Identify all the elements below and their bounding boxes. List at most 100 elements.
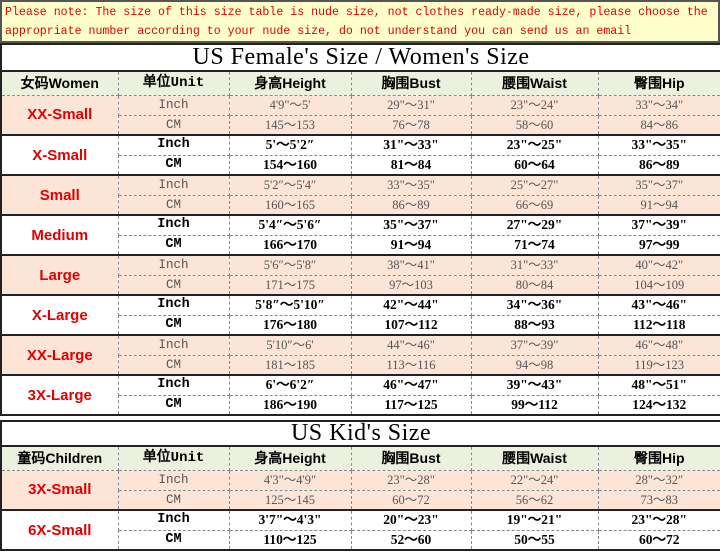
cell-hip: 104～109 <box>597 274 720 296</box>
cell-height: 5'～5'2″ <box>228 134 352 156</box>
table-row: CM 110～125 52～60 50～55 60～72 <box>1 529 720 551</box>
cell-bust: 91～94 <box>350 234 472 256</box>
cell-unit: CM <box>117 529 230 551</box>
cell-waist: 25"～27" <box>470 174 599 196</box>
kids-table-title: US Kid's Size <box>0 420 720 447</box>
cell-waist: 50～55 <box>470 529 599 551</box>
header-waist: 腰围Waist <box>470 70 599 96</box>
cell-waist: 39"～43" <box>470 374 599 396</box>
size-label: Large <box>0 254 119 296</box>
cell-hip: 33"～35" <box>597 134 720 156</box>
cell-bust: 35"～37" <box>350 214 472 236</box>
cell-unit: CM <box>117 274 230 296</box>
header-hip: 臀围Hip <box>597 70 720 96</box>
table-row: Medium Inch 5'4″～5'6″ 35"～37" 27"～29" 37"～39" <box>0 214 720 256</box>
women-table-title: US Female's Size / Women's Size <box>0 43 720 72</box>
cell-bust: 52～60 <box>350 529 472 551</box>
header-bust: 胸围Bust <box>350 70 472 96</box>
cell-height: 6'～6'2″ <box>228 374 352 396</box>
size-label: 6X-Small <box>0 509 119 551</box>
cell-unit: CM <box>117 394 230 416</box>
cell-waist: 58～60 <box>470 114 599 136</box>
cell-waist: 66～69 <box>470 194 599 216</box>
cell-height: 154～160 <box>228 154 352 176</box>
cell-height: 5'6″～5'8″ <box>228 254 352 276</box>
size-note: Please note: The size of this size table… <box>0 0 720 43</box>
cell-bust: 81～84 <box>350 154 472 176</box>
cell-waist: 60～64 <box>470 154 599 176</box>
cell-bust: 113～116 <box>350 354 472 376</box>
table-row: 3X-Large Inch 6'～6'2″ 46"～47" 39"～43" 48"～51" <box>0 374 720 416</box>
cell-hip: 23"～28" <box>597 509 720 531</box>
cell-height: 4'3"～4'9" <box>228 469 352 491</box>
cell-waist: 99～112 <box>470 394 599 416</box>
cell-waist: 88～93 <box>470 314 599 336</box>
cell-waist: 56～62 <box>470 489 599 511</box>
cell-height: 186～190 <box>228 394 352 416</box>
cell-waist: 94～98 <box>470 354 599 376</box>
cell-waist: 27"～29" <box>470 214 599 236</box>
table-row: XX-Small Inch 4'9"～5' 29"～31" 23"～24" 33"～34" <box>0 94 720 136</box>
cell-waist: 37"～39" <box>470 334 599 356</box>
table-row: CM 176～180 107～112 88～93 112～118 <box>1 314 720 336</box>
cell-waist: 23"～24" <box>470 94 599 116</box>
size-label: X-Large <box>0 294 119 336</box>
cell-waist: 34"～36" <box>470 294 599 316</box>
cell-height: 110～125 <box>228 529 352 551</box>
cell-hip: 46"～48" <box>597 334 720 356</box>
cell-unit: Inch <box>117 469 230 491</box>
cell-bust: 107～112 <box>350 314 472 336</box>
cell-height: 171～175 <box>228 274 352 296</box>
cell-unit: Inch <box>117 174 230 196</box>
cell-waist: 19"～21" <box>470 509 599 531</box>
cell-hip: 60～72 <box>597 529 720 551</box>
cell-height: 145～153 <box>228 114 352 136</box>
header-size: 女码Women <box>0 70 119 96</box>
women-size-table: US Female's Size / Women's Size 女码Women … <box>0 43 720 416</box>
cell-waist: 31"～33" <box>470 254 599 276</box>
cell-height: 166～170 <box>228 234 352 256</box>
table-row: CM 145～153 76～78 58～60 84～86 <box>1 114 720 136</box>
header-unit: 单位Unit <box>117 445 230 471</box>
cell-unit: CM <box>117 314 230 336</box>
cell-height: 160～165 <box>228 194 352 216</box>
cell-bust: 31"～33" <box>350 134 472 156</box>
table-row: CM 154～160 81～84 60～64 86～89 <box>1 154 720 176</box>
kids-size-table: US Kid's Size 童码Children 单位Unit 身高Height… <box>0 420 720 551</box>
cell-unit: Inch <box>117 94 230 116</box>
cell-waist: 71～74 <box>470 234 599 256</box>
cell-hip: 33"～34" <box>597 94 720 116</box>
header-waist: 腰围Waist <box>470 445 599 471</box>
cell-height: 4'9"～5' <box>228 94 352 116</box>
cell-unit: Inch <box>117 254 230 276</box>
cell-hip: 48"～51" <box>597 374 720 396</box>
cell-hip: 91～94 <box>597 194 720 216</box>
table-row: CM 181～185 113～116 94～98 119～123 <box>1 354 720 376</box>
size-label: XX-Small <box>0 94 119 136</box>
cell-hip: 28"～32" <box>597 469 720 491</box>
table-row: X-Large Inch 5'8″～5'10″ 42"～44" 34"～36" 43"～4… <box>0 294 720 336</box>
size-label: 3X-Small <box>0 469 119 511</box>
cell-height: 5'2″～5'4″ <box>228 174 352 196</box>
header-hip: 臀围Hip <box>597 445 720 471</box>
cell-hip: 124～132 <box>597 394 720 416</box>
table-row: 3X-Small Inch 4'3"～4'9" 23"～28" 22"～24" 28"～3… <box>0 469 720 511</box>
cell-bust: 97～103 <box>350 274 472 296</box>
cell-bust: 117～125 <box>350 394 472 416</box>
cell-height: 181～185 <box>228 354 352 376</box>
cell-bust: 42"～44" <box>350 294 472 316</box>
cell-height: 5'10″～6' <box>228 334 352 356</box>
cell-hip: 37"～39" <box>597 214 720 236</box>
cell-hip: 97～99 <box>597 234 720 256</box>
cell-bust: 86～89 <box>350 194 472 216</box>
size-label: X-Small <box>0 134 119 176</box>
cell-unit: CM <box>117 234 230 256</box>
table-row: Small Inch 5'2″～5'4″ 33"～35" 25"～27" 35"～37" <box>0 174 720 216</box>
cell-waist: 23"～25" <box>470 134 599 156</box>
size-label: Medium <box>0 214 119 256</box>
cell-hip: 112～118 <box>597 314 720 336</box>
cell-unit: CM <box>117 194 230 216</box>
cell-unit: Inch <box>117 134 230 156</box>
cell-waist: 80～84 <box>470 274 599 296</box>
header-size: 童码Children <box>0 445 119 471</box>
